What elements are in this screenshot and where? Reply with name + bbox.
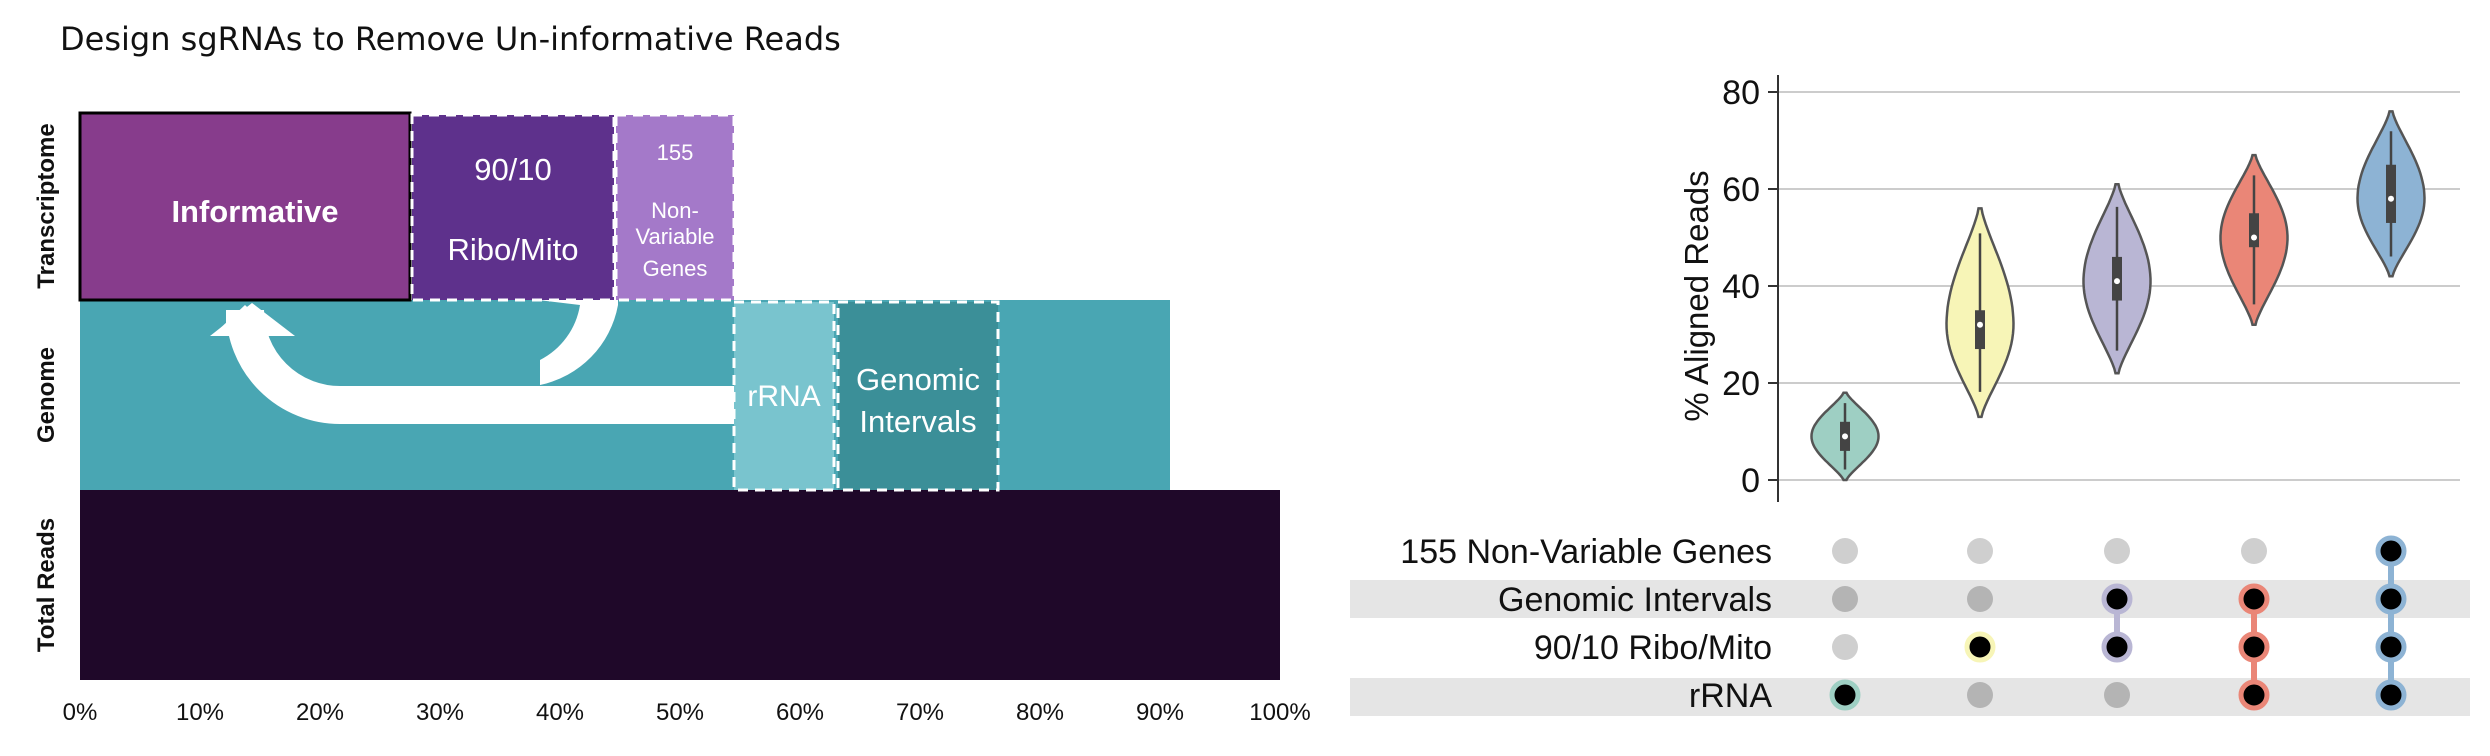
upset-dot-inactive — [1967, 538, 1993, 564]
genomic-label-2: Intervals — [859, 404, 976, 439]
upset-row-label: rRNA — [1689, 677, 1772, 715]
upset-row-band-1 — [1350, 580, 2470, 618]
x-tick-label: 70% — [896, 699, 944, 726]
violin-y-ticks: 0 20 40 60 80 — [1722, 74, 1778, 500]
upset-matrix: 155 Non-Variable Genes Genomic Intervals 9… — [1350, 533, 2470, 716]
upset-dot-inactive — [2104, 538, 2130, 564]
upset-dot-active — [2238, 583, 2270, 615]
violin-median — [2388, 195, 2394, 202]
nonvar-label-1: 155 — [657, 140, 694, 165]
upset-dots — [1829, 535, 2407, 711]
upset-row-label: 90/10 Ribo/Mito — [1534, 629, 1772, 667]
upset-dot-inactive — [1967, 586, 1993, 612]
violin-y-label: % Aligned Reads — [1678, 170, 1715, 421]
violin-median — [2251, 234, 2257, 241]
x-tick-label: 90% — [1136, 699, 1184, 726]
upset-dot-inactive — [2241, 538, 2267, 564]
row-label-transcriptome: Transcriptome — [33, 123, 60, 288]
non-variable-genes-segment — [614, 113, 736, 302]
violin-box — [2249, 213, 2259, 248]
upset-dot-active — [2375, 583, 2407, 615]
violins — [1810, 110, 2426, 482]
x-tick-label: 40% — [536, 699, 584, 726]
rrna-label: rRNA — [747, 380, 820, 413]
rrna-segment — [732, 300, 836, 492]
upset-dot-inactive — [2104, 682, 2130, 708]
x-tick-label: 10% — [176, 699, 224, 726]
upset-dot-inactive — [1832, 538, 1858, 564]
x-axis-ticks: 0% 10% 20% 30% 40% 50% 60% 70% 80% 90% 100% — [63, 699, 1311, 726]
upset-dot-active — [1829, 679, 1861, 711]
x-tick-label: 0% — [63, 699, 98, 726]
violin-plot: 0 20 40 60 80 % Aligned Reads — [1678, 74, 2460, 502]
upset-dot-inactive — [1832, 634, 1858, 660]
row-label-genome: Genome — [33, 347, 60, 443]
upset-dot-active — [2238, 631, 2270, 663]
upset-dot-active — [2375, 535, 2407, 567]
upset-dot-active — [2101, 631, 2133, 663]
genomic-intervals-segment — [836, 300, 1000, 492]
x-tick-label: 60% — [776, 699, 824, 726]
upset-dot-inactive — [1967, 682, 1993, 708]
x-tick-label: 80% — [1016, 699, 1064, 726]
violin-median — [1842, 433, 1848, 440]
upset-dot-active — [2238, 679, 2270, 711]
ribo-mito-segment — [410, 113, 616, 302]
nonvar-label-2: Non- — [651, 198, 699, 223]
total-reads-bar — [80, 490, 1280, 680]
violin-y-tick-label: 80 — [1722, 74, 1760, 112]
nonvar-label-4: Genes — [643, 256, 708, 281]
ribo-mito-label-1: 90/10 — [474, 152, 552, 187]
upset-dot-active — [2375, 631, 2407, 663]
nonvar-label-3: Variable — [635, 224, 714, 249]
violin-y-tick-label: 0 — [1741, 462, 1760, 500]
upset-row-labels: 155 Non-Variable Genes Genomic Intervals 9… — [1400, 533, 1772, 715]
informative-label: Informative — [171, 194, 338, 229]
arrow-head-icon — [210, 303, 295, 336]
arrow-tail — [538, 300, 618, 385]
upset-row-band-3 — [1350, 678, 2470, 716]
violin-median — [2114, 278, 2120, 285]
genomic-label-1: Genomic — [856, 362, 980, 397]
x-tick-label: 20% — [296, 699, 344, 726]
x-tick-label: 100% — [1249, 699, 1310, 726]
upset-dot-inactive — [1832, 586, 1858, 612]
informative-segment — [78, 111, 412, 302]
row-label-total: Total Reads — [33, 518, 60, 652]
upset-dot-active — [2101, 583, 2133, 615]
violin-y-tick-label: 40 — [1722, 268, 1760, 306]
figure-title: Design sgRNAs to Remove Un-informative R… — [60, 20, 841, 58]
ribo-mito-label-2: Ribo/Mito — [448, 232, 579, 267]
upset-dot-active — [1964, 631, 1996, 663]
violin-y-tick-label: 20 — [1722, 365, 1760, 403]
x-tick-label: 30% — [416, 699, 464, 726]
read-composition-diagram: Informative 90/10 Ribo/Mito 155 Non- Var… — [33, 111, 1311, 726]
violin-box — [1975, 310, 1985, 350]
upset-row-label: Genomic Intervals — [1498, 581, 1772, 619]
violin-y-tick-label: 60 — [1722, 171, 1760, 209]
x-tick-label: 50% — [656, 699, 704, 726]
violin-box — [2386, 164, 2396, 223]
upset-row-label: 155 Non-Variable Genes — [1400, 533, 1772, 571]
upset-dot-active — [2375, 679, 2407, 711]
violin-median — [1977, 321, 1983, 328]
